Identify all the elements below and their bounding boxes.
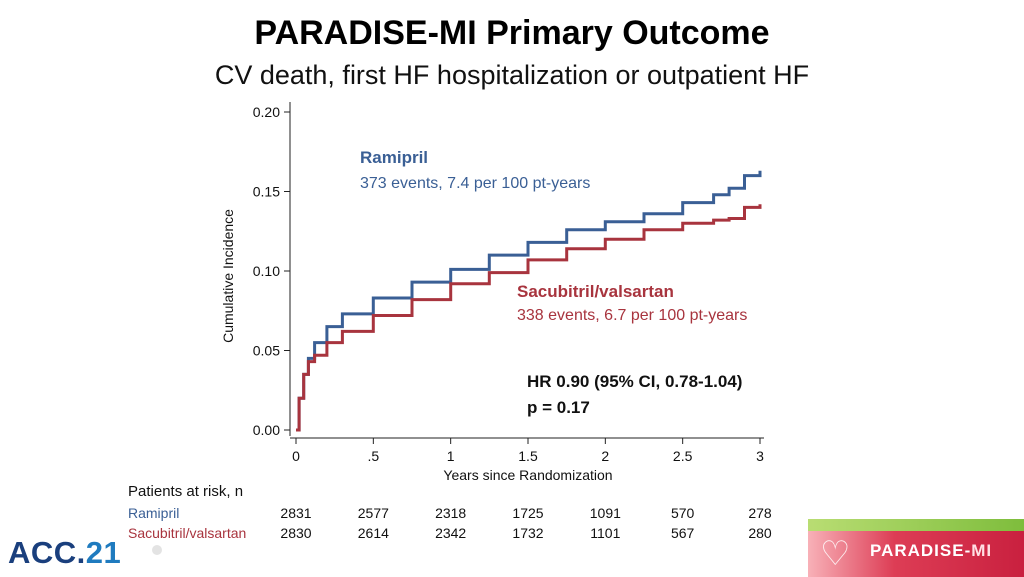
risk-value-sacubitril-valsartan: 567 (671, 525, 695, 541)
acc-logo: ACC.21 (8, 535, 122, 570)
x-axis-label: Years since Randomization (443, 467, 612, 483)
logo-band (808, 519, 1024, 531)
x-tick-label: 3 (756, 448, 764, 464)
risk-value-ramipril: 2831 (280, 505, 311, 521)
risk-value-sacubitril-valsartan: 1732 (512, 525, 543, 541)
y-axis-label: Cumulative Incidence (220, 209, 236, 343)
x-tick-label: 0 (292, 448, 300, 464)
hazard-ratio-text: HR 0.90 (95% CI, 0.78-1.04) (527, 372, 742, 391)
risk-row-label-ramipril: Ramipril (128, 505, 179, 521)
y-tick-label: 0.10 (253, 263, 280, 279)
risk-value-sacubitril-valsartan: 280 (748, 525, 772, 541)
paradise-mi-logo-text: PARADISE-MI (870, 541, 993, 560)
risk-value-ramipril: 570 (671, 505, 695, 521)
p-value-text: p = 0.17 (527, 398, 590, 417)
ramipril-annotation-text: 373 events, 7.4 per 100 pt-years (360, 175, 590, 192)
sacubitril-annotation-text: 338 events, 6.7 per 100 pt-years (517, 307, 747, 324)
series-line-ramipril (296, 170, 762, 432)
risk-table-title: Patients at risk, n (128, 483, 243, 500)
x-tick-label: 2 (601, 448, 609, 464)
slide-indicator-dot (152, 545, 162, 555)
risk-value-ramipril: 1725 (512, 505, 543, 521)
series-line-sacubitril-valsartan (296, 204, 762, 432)
heart-icon: ♡ (820, 535, 851, 573)
risk-value-sacubitril-valsartan: 1101 (590, 525, 620, 541)
risk-value-sacubitril-valsartan: 2614 (358, 525, 389, 541)
ramipril-annotation-title: Ramipril (360, 148, 428, 167)
risk-row-label-sacubitril-valsartan: Sacubitril/valsartan (128, 525, 246, 541)
y-tick-label: 0.00 (253, 422, 280, 438)
y-tick-label: 0.15 (253, 184, 280, 200)
risk-value-ramipril: 2577 (358, 505, 389, 521)
risk-value-ramipril: 1091 (590, 505, 621, 521)
risk-value-ramipril: 2318 (435, 505, 466, 521)
y-tick-label: 0.20 (253, 104, 280, 120)
x-tick-label: .5 (367, 448, 379, 464)
slide-title: PARADISE-MI Primary Outcome (254, 14, 770, 52)
paradise-mi-logo: ♡ PARADISE-MI (808, 519, 1024, 577)
x-tick-label: 1 (447, 448, 455, 464)
x-tick-label: 2.5 (673, 448, 693, 464)
risk-value-sacubitril-valsartan: 2342 (435, 525, 466, 541)
y-tick-label: 0.05 (253, 343, 280, 359)
risk-value-ramipril: 278 (748, 505, 772, 521)
risk-value-sacubitril-valsartan: 2830 (280, 525, 311, 541)
slide-subtitle: CV death, first HF hospitalization or ou… (214, 60, 810, 90)
x-tick-label: 1.5 (518, 448, 538, 464)
sacubitril-annotation-title: Sacubitril/valsartan (517, 282, 674, 301)
